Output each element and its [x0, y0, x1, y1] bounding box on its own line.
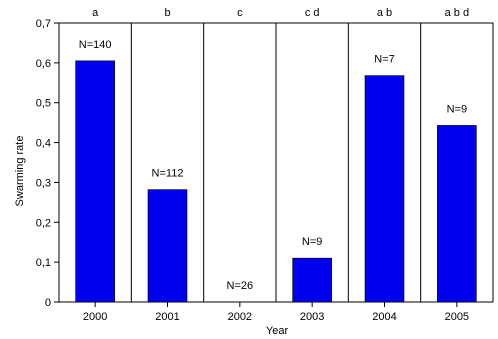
y-tick-label: 0,2 [36, 217, 51, 229]
x-axis: 2000 2001 2002 2003 2004 2005 [83, 302, 469, 323]
y-tick-label: 0 [45, 297, 51, 309]
group-letter-2002: c [237, 7, 243, 19]
y-tick-label: 0,7 [36, 18, 51, 30]
bar-2000 [75, 60, 115, 303]
x-tick-label-2004: 2004 [372, 311, 396, 323]
y-tick-label: 0,4 [36, 138, 51, 150]
x-tick-label-2003: 2003 [300, 311, 324, 323]
y-tick-label: 0,6 [36, 58, 51, 70]
n-label-2005: N=9 [447, 103, 468, 115]
bars [75, 60, 477, 303]
bar-2004 [364, 75, 405, 303]
x-tick-label-2000: 2000 [83, 311, 107, 323]
group-letter-2003: c d [305, 7, 320, 19]
group-letter-2001: b [164, 7, 170, 19]
group-letter-2000: a [92, 7, 99, 19]
x-tick-label-2001: 2001 [155, 311, 179, 323]
x-tick-label-2005: 2005 [445, 311, 469, 323]
y-tick-label: 0,5 [36, 98, 51, 110]
y-axis: 0 0,1 0,2 0,3 0,4 0,5 0,6 0,7 [36, 18, 59, 309]
y-tick-label: 0,3 [36, 177, 51, 189]
y-tick-label: 0,1 [36, 257, 51, 269]
bar-2005 [437, 125, 477, 303]
sample-size-labels: N=140 N=112 N=26 N=9 N=7 N=9 [79, 39, 467, 292]
n-label-2001: N=112 [152, 168, 184, 180]
bar-2001 [147, 189, 188, 303]
n-label-2003: N=9 [302, 236, 323, 248]
n-label-2004: N=7 [374, 54, 395, 66]
n-label-2002: N=26 [227, 280, 254, 292]
y-axis-title: Swarming rate [14, 136, 26, 207]
group-letter-2005: a b d [445, 7, 469, 19]
x-axis-title: Year [266, 325, 289, 337]
n-label-2000: N=140 [79, 39, 112, 51]
x-tick-label-2002: 2002 [228, 311, 252, 323]
bar-2003 [292, 257, 332, 303]
group-letter-2004: a b [377, 7, 392, 19]
grid-lines [130, 23, 422, 302]
